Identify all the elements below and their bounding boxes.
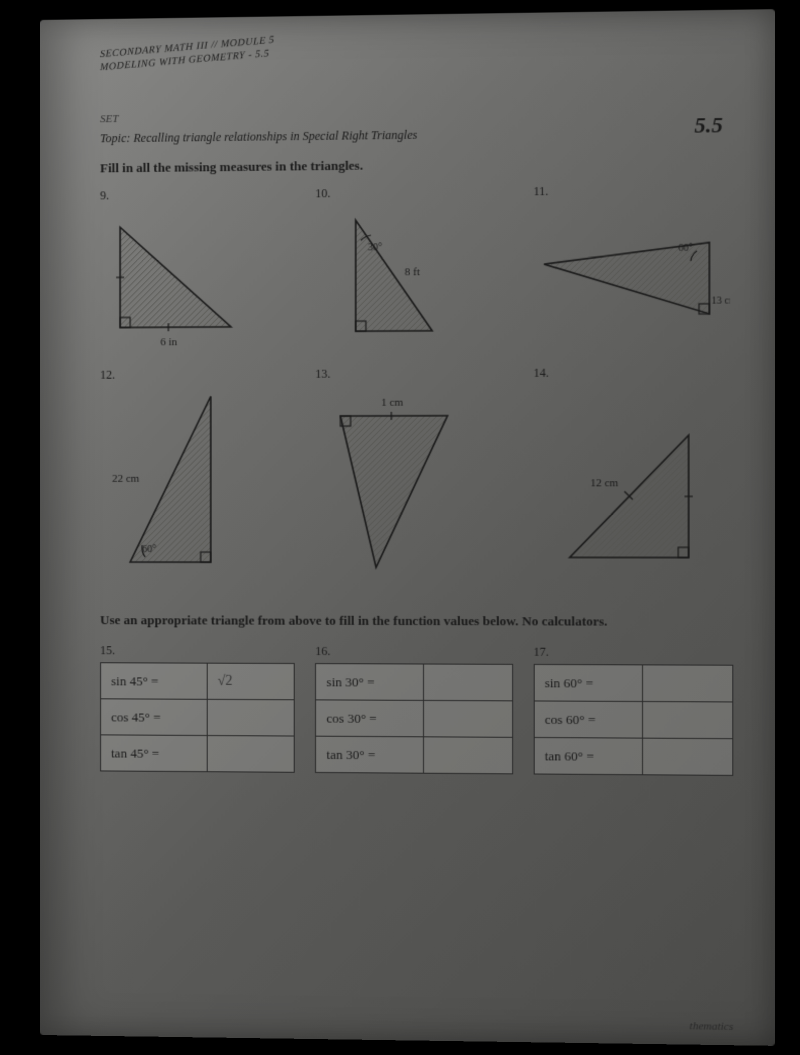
cell-label: cos 60° = (534, 701, 643, 738)
cell-value (643, 702, 733, 739)
cell-value (207, 736, 295, 773)
set-label: SET (100, 106, 733, 126)
cell-value (424, 701, 513, 738)
cell-value (643, 665, 733, 702)
problem-number: 17. (533, 645, 733, 661)
instruction-1: Fill in all the missing measures in the … (100, 154, 733, 177)
triangle-13: 1 cm (315, 385, 478, 588)
cell-label: cos 45° = (101, 699, 207, 736)
label-9-bottom: 6 in (160, 336, 177, 348)
label-10-hyp: 8 ft (405, 266, 420, 278)
cell-label: tan 60° = (534, 738, 643, 775)
cell-label: sin 45° = (101, 663, 207, 700)
cell-label: sin 60° = (534, 665, 643, 702)
triangle-9: 6 in (100, 206, 261, 358)
cell-value (424, 737, 513, 774)
problem-15: 15. sin 45° =√2 cos 45° = tan 45° = (100, 643, 295, 773)
cell-value (424, 664, 513, 701)
triangle-12: 60° 22 cm (100, 386, 261, 587)
cell-value: √2 (207, 663, 295, 700)
func-table-17: sin 60° = cos 60° = tan 60° = (533, 664, 733, 776)
label-10-angle: 30° (368, 242, 382, 253)
problem-number: 15. (100, 643, 295, 659)
problem-number: 14. (533, 365, 733, 381)
page-header: SECONDARY MATH III // MODULE 5 MODELING … (100, 0, 733, 73)
header-course: SECONDARY MATH III // MODULE 5 (100, 0, 733, 60)
footer-brand: thematics (689, 1020, 733, 1033)
problem-number: 10. (315, 184, 512, 201)
problem-14: 14. 12 cm (533, 365, 733, 588)
label-12-angle: 60° (142, 544, 156, 555)
label-13-top: 1 cm (381, 397, 404, 409)
problem-number: 16. (315, 644, 512, 660)
problem-number: 12. (100, 367, 295, 383)
label-12-hyp: 22 cm (112, 473, 140, 485)
cell-label: tan 45° = (101, 735, 207, 772)
problem-13: 13. 1 cm (315, 366, 512, 588)
function-tables: 15. sin 45° =√2 cos 45° = tan 45° = 16. … (100, 643, 733, 776)
instruction-2: Use an appropriate triangle from above t… (100, 611, 733, 631)
problem-11: 11. 60° 13 cm (533, 182, 733, 355)
problem-16: 16. sin 30° = cos 30° = tan 30° = (315, 644, 512, 774)
cell-value (643, 738, 733, 775)
func-table-16: sin 30° = cos 30° = tan 30° = (315, 663, 512, 774)
label-11-side: 13 cm (711, 295, 730, 306)
cell-label: cos 30° = (316, 700, 424, 737)
label-14-hyp: 12 cm (590, 477, 619, 489)
problem-10: 10. 30° 8 ft (315, 184, 512, 356)
worksheet-page: SECONDARY MATH III // MODULE 5 MODELING … (40, 9, 775, 1046)
triangle-14: 12 cm (533, 384, 709, 588)
problem-17: 17. sin 60° = cos 60° = tan 60° = (533, 645, 733, 776)
triangle-11: 60° 13 cm (533, 202, 729, 356)
problem-9: 9. 6 in (100, 186, 295, 357)
problem-number: 11. (533, 182, 733, 199)
triangle-10: 30° 8 ft (315, 204, 478, 357)
triangle-grid: 9. 6 in 10. 30° 8 (100, 182, 733, 588)
problem-number: 13. (315, 366, 512, 382)
topic-line: Topic: Recalling triangle relationships … (100, 124, 733, 146)
label-11-angle: 60° (678, 243, 693, 254)
problem-number: 9. (100, 186, 295, 203)
section-number: 5.5 (694, 112, 723, 139)
cell-label: sin 30° = (316, 664, 424, 701)
problem-12: 12. 60° 22 cm (100, 367, 295, 588)
cell-value (207, 700, 295, 737)
func-table-15: sin 45° =√2 cos 45° = tan 45° = (100, 662, 295, 773)
cell-label: tan 30° = (316, 736, 424, 773)
